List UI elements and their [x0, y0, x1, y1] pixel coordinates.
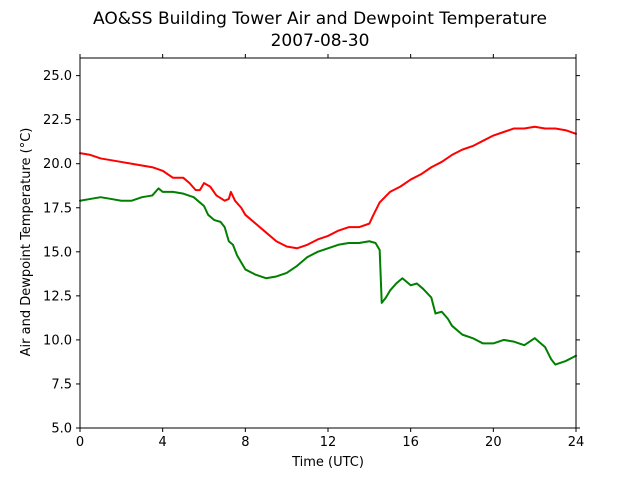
y-tick-label: 5.0 [51, 422, 72, 437]
series-line-0 [79, 125, 577, 250]
y-tick-label: 7.5 [51, 377, 72, 392]
x-tick-label: 24 [568, 435, 585, 450]
y-tick-label: 10.0 [43, 333, 72, 348]
y-tick-label: 20.0 [43, 157, 72, 172]
x-axis-label: Time (UTC) [291, 455, 364, 470]
plot-area: 0 4 8 12 16 20 24 5.0 7.5 10.0 12.5 15.0 17.5 20.0 22.… [43, 54, 584, 450]
x-tick-label: 8 [241, 435, 249, 450]
x-tick-label: 16 [402, 435, 419, 450]
x-tick-label: 0 [76, 435, 84, 450]
y-tick-label: 17.5 [43, 201, 72, 216]
series-line-1 [79, 187, 577, 366]
y-tick-label: 15.0 [43, 245, 72, 260]
chart-title: AO&SS Building Tower Air and Dewpoint Te… [93, 9, 547, 29]
chart-subtitle: 2007-08-30 [271, 31, 370, 51]
x-tick-label: 12 [320, 435, 337, 450]
y-tick-label: 22.5 [43, 113, 72, 128]
x-tick-label: 20 [485, 435, 502, 450]
x-tick-label: 4 [159, 435, 167, 450]
y-axis-label: Air and Dewpoint Temperature (°C) [19, 128, 34, 357]
plot-frame [79, 57, 577, 429]
y-tick-label: 12.5 [43, 289, 72, 304]
y-tick-label: 25.0 [43, 69, 72, 84]
